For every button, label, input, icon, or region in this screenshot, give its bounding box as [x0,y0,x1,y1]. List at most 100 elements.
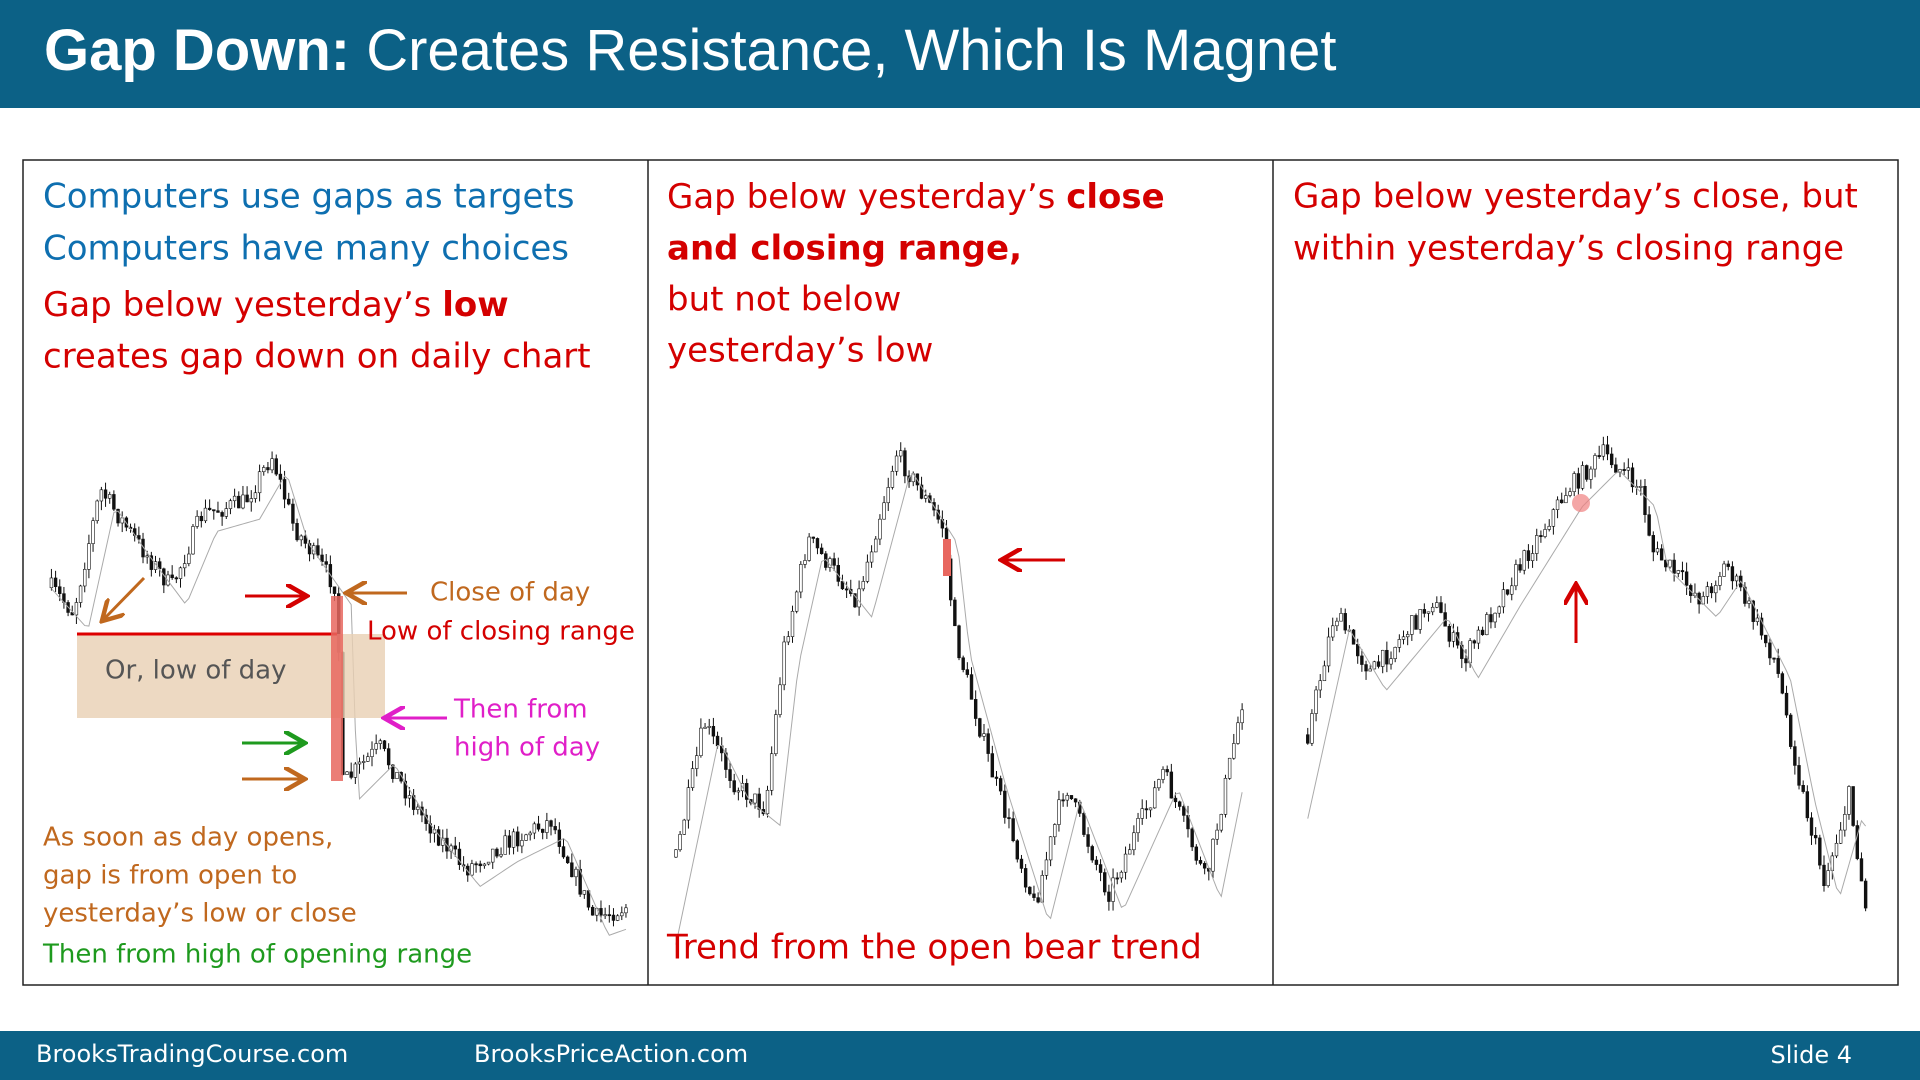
candle-body [549,820,553,827]
candle-body [786,636,791,643]
candle-body [499,854,503,857]
candle-body [216,510,220,513]
candle-body [1015,840,1020,860]
candle-body [545,820,549,833]
candle-body [1401,636,1406,640]
candle-body [1165,769,1169,773]
candle-body [1639,485,1643,488]
candle-body [524,834,528,841]
annotation: high of day [454,733,600,763]
candle-body [1119,871,1124,879]
candle-body [903,450,907,477]
candle-body [769,753,774,791]
candle-body [391,764,395,779]
candle-body [1684,571,1689,586]
candle-body [1851,786,1855,826]
candle-body [1818,837,1822,866]
candle-body [536,823,541,830]
candle-body [1123,853,1128,873]
candle-body [957,625,961,659]
candle-body [686,787,691,821]
candle-body [303,535,308,544]
candle-body [137,535,141,540]
candle-body [874,538,878,553]
candle-body [1589,468,1593,480]
candle-body [187,553,191,564]
candle-body [924,495,928,499]
candle-body [1032,893,1036,898]
candle-body [1672,559,1676,574]
candle-body [1132,832,1136,851]
candle-body [1223,778,1228,815]
candle-body [91,520,95,544]
candle-body [332,586,337,594]
candle-body [316,545,320,556]
candle-body [753,793,757,804]
candle-body [615,915,620,921]
candle-body [253,492,258,499]
candle-body [220,512,224,517]
note: yesterday’s low or close [43,899,357,929]
candle-body [291,503,295,524]
candle-body [53,577,58,588]
candle-body [1543,529,1547,537]
candle-body [416,806,420,810]
candle-body [1069,795,1074,800]
candle-body [182,563,187,569]
candle-body [307,543,312,555]
candle-body [1082,813,1086,835]
panel-caption: Trend from the open bear trend [666,928,1202,968]
candle-body [1169,771,1174,799]
candle-body [382,740,387,749]
slide-number: Slide 4 [1771,1041,1852,1069]
candle-body [582,890,587,895]
candle-body [1310,713,1314,744]
candle-body [1726,563,1730,567]
candle-body [1593,455,1597,470]
candle-body [1322,665,1327,682]
candle-body [1451,632,1456,642]
annotation: Close of day [430,578,590,608]
candle-body [682,819,686,835]
candle-body [624,907,628,914]
candle-body [532,823,537,834]
candle-body [1219,814,1224,831]
candle-body [1522,550,1526,571]
candle-body [1801,785,1805,792]
candle-body [99,489,104,502]
candle-body [262,467,266,473]
candle-body [1003,790,1007,818]
candle-body [1380,649,1385,667]
candle-body [195,515,199,527]
candle-body [507,835,512,848]
highlight-dot [1572,494,1590,512]
candle-body [894,455,899,472]
footer-bar [0,1031,1920,1080]
candle-body [1560,499,1564,504]
candle-body [1630,467,1635,488]
candle-body [807,536,811,561]
candle-body [1236,722,1240,744]
candle-body [482,863,487,867]
candle-body [1497,606,1501,614]
charts [49,435,1868,945]
candle-body [570,862,574,878]
candle-body [228,500,233,509]
candle-body [1372,661,1377,670]
candle-body [1098,864,1103,873]
candle-body [1489,614,1493,623]
candle-body [711,726,716,737]
arrows [104,560,1576,779]
candle-body [969,674,974,700]
candle-body [378,740,383,744]
candle-body [540,828,545,833]
candle-body [74,602,79,616]
candle-body [953,599,957,627]
candle-body [1659,548,1664,561]
candle-body [803,560,807,565]
candle-body [853,593,857,608]
candle-body [774,714,778,755]
candle-body [232,495,237,502]
candle-body [1776,657,1780,674]
candle-body [840,581,845,590]
